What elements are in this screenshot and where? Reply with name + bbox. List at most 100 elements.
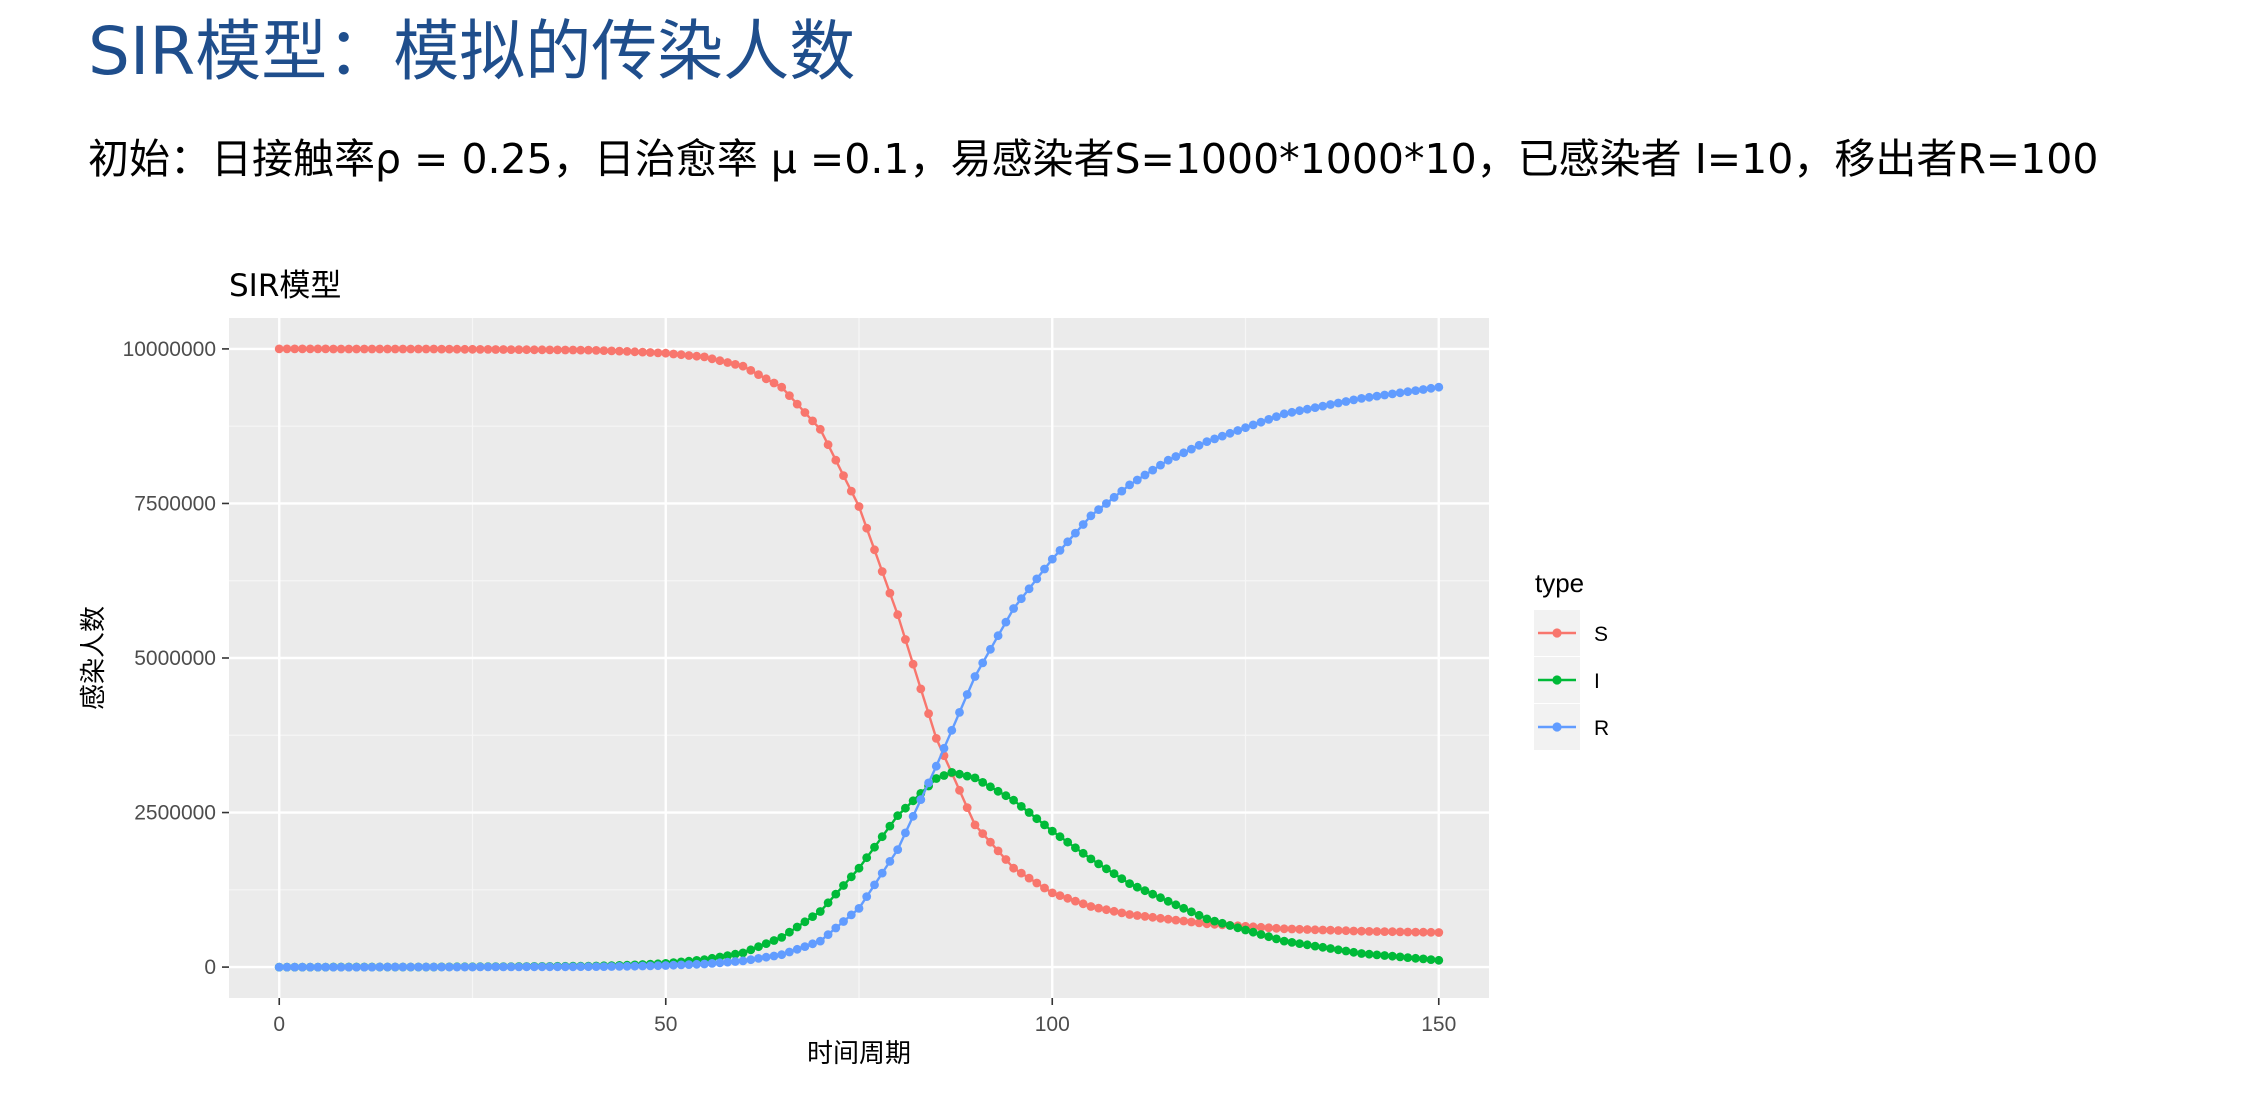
series-point <box>1063 837 1073 847</box>
series-point <box>1256 417 1266 427</box>
series-point <box>854 904 864 913</box>
series-point <box>576 962 586 972</box>
series-point <box>1001 791 1011 801</box>
series-point <box>800 942 810 951</box>
series-point <box>1333 926 1343 935</box>
series-point <box>468 344 477 354</box>
series-point <box>1318 925 1328 935</box>
series-point <box>1102 499 1111 508</box>
y-tick-label: 7500000 <box>134 492 216 515</box>
series-point <box>877 868 887 878</box>
series-point <box>700 352 709 362</box>
series-point <box>1357 926 1366 936</box>
series-point <box>344 344 354 354</box>
series-point <box>1040 820 1049 830</box>
series-point <box>1071 843 1080 853</box>
series-point <box>499 962 508 972</box>
series-point <box>452 962 462 972</box>
series-point <box>1163 455 1173 465</box>
series-point <box>398 344 408 354</box>
series-point <box>298 962 307 972</box>
series-point <box>1024 873 1034 883</box>
series-point <box>1009 863 1018 873</box>
series-point <box>846 910 856 920</box>
series-point <box>514 345 524 354</box>
series-point <box>1109 906 1119 916</box>
legend: type S I R <box>1534 568 1609 750</box>
series-point <box>1125 480 1134 490</box>
series-point <box>1210 916 1219 926</box>
series-point <box>1318 401 1328 411</box>
series-point <box>282 344 292 354</box>
legend-title: type <box>1535 568 1584 598</box>
series-point <box>1132 475 1142 485</box>
series-point <box>839 881 848 890</box>
series-point <box>591 346 601 355</box>
series-point <box>1202 437 1212 446</box>
series-point <box>931 734 941 743</box>
series-point <box>1310 925 1320 935</box>
series-point <box>684 960 694 969</box>
series-point <box>1434 928 1444 937</box>
series-point <box>1341 926 1351 936</box>
series-point <box>815 936 825 946</box>
series-point <box>1217 431 1227 441</box>
series-point <box>1024 584 1034 594</box>
series-point <box>986 837 995 847</box>
series-point <box>676 350 686 360</box>
series-point <box>815 424 825 434</box>
series-point <box>862 853 872 863</box>
series-point <box>1272 934 1281 944</box>
series-point <box>754 942 763 952</box>
series-point <box>893 845 903 854</box>
series-point <box>491 962 501 972</box>
series-point <box>1009 604 1018 613</box>
series-point <box>908 796 918 806</box>
series-point <box>669 349 678 359</box>
series-point <box>1395 952 1405 962</box>
series-point <box>761 952 771 962</box>
series-point <box>1248 420 1258 430</box>
series-point <box>645 348 655 357</box>
series-point <box>839 471 848 480</box>
series-point <box>831 455 841 465</box>
series-point <box>1326 925 1335 935</box>
series-point <box>568 345 578 355</box>
series-point <box>1372 391 1382 401</box>
series-point <box>429 962 439 972</box>
series-point <box>1047 888 1057 898</box>
series-point <box>1094 505 1103 514</box>
series-point <box>862 523 872 533</box>
series-point <box>962 803 972 812</box>
series-point <box>1179 903 1189 913</box>
series-point <box>1310 403 1320 412</box>
series-point <box>321 962 330 972</box>
series-point <box>444 962 454 972</box>
series-point <box>1109 869 1119 879</box>
series-point <box>1241 925 1250 935</box>
series-point <box>274 962 284 972</box>
series-point <box>1403 927 1413 937</box>
series-point <box>901 635 910 644</box>
series-point <box>1140 886 1150 896</box>
series-point <box>1418 927 1428 937</box>
series-point <box>1349 947 1359 957</box>
series-point <box>800 408 810 417</box>
series-point <box>1403 953 1413 962</box>
series-point <box>1349 926 1359 936</box>
series-point <box>792 399 802 409</box>
series-point <box>1109 492 1119 502</box>
series-point <box>800 917 810 927</box>
series-point <box>808 416 817 426</box>
series-point <box>1117 874 1127 884</box>
series-point <box>1140 470 1150 480</box>
series-point <box>313 962 323 972</box>
series-point <box>916 684 926 694</box>
series-point <box>1055 546 1065 555</box>
series-point <box>290 344 300 354</box>
series-point <box>1426 955 1436 964</box>
series-point <box>978 829 988 838</box>
series-point <box>1418 954 1428 964</box>
series-point <box>947 725 957 735</box>
